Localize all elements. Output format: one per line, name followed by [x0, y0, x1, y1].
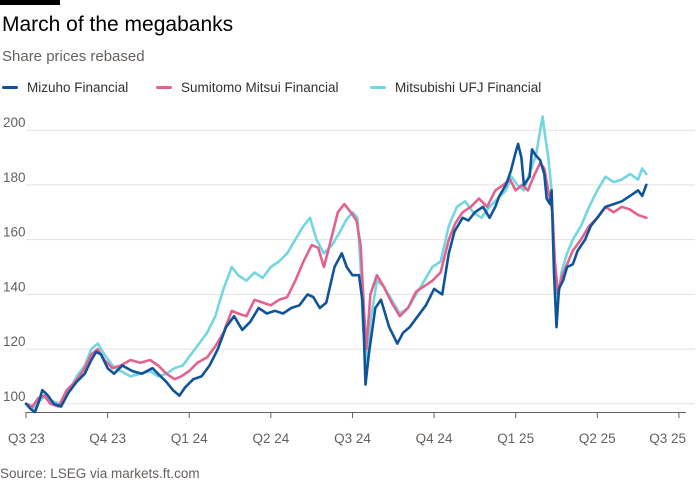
y-tick-label: 160	[3, 225, 26, 240]
legend: Mizuho Financial Sumitomo Mitsui Financi…	[0, 80, 700, 98]
legend-swatch-mizuho	[2, 86, 18, 89]
x-tick-label: Q4 24	[416, 431, 453, 446]
chart-subtitle: Share prices rebased	[2, 48, 145, 65]
legend-swatch-mitsubishi	[370, 86, 386, 89]
x-tick-label: Q3 24	[334, 431, 371, 446]
legend-item-sumitomo: Sumitomo Mitsui Financial	[156, 80, 339, 95]
x-tick-label: Q3 25	[649, 431, 686, 446]
series-line-mizuho	[24, 142, 648, 414]
legend-label-sumitomo: Sumitomo Mitsui Financial	[181, 80, 339, 95]
y-tick-label: 140	[3, 279, 26, 294]
y-tick-label: 120	[3, 334, 26, 349]
chart-title: March of the megabanks	[2, 13, 234, 36]
legend-item-mizuho: Mizuho Financial	[2, 80, 128, 95]
legend-swatch-sumitomo	[156, 86, 172, 89]
legend-label-mitsubishi: Mitsubishi UFJ Financial	[395, 80, 542, 95]
y-tick-label: 200	[3, 115, 26, 130]
x-tick-label: Q2 25	[579, 431, 616, 446]
x-tick-label: Q1 25	[497, 431, 534, 446]
brand-bar	[0, 0, 60, 5]
y-tick-label: 100	[3, 389, 26, 404]
legend-item-mitsubishi: Mitsubishi UFJ Financial	[370, 80, 541, 95]
legend-label-mizuho: Mizuho Financial	[27, 80, 129, 95]
x-tick-label: Q4 23	[89, 431, 126, 446]
x-tick-label: Q1 24	[171, 431, 208, 446]
y-tick-label: 180	[3, 170, 26, 185]
x-tick-label: Q2 24	[252, 431, 289, 446]
source-note: Source: LSEG via markets.ft.com	[0, 466, 200, 481]
x-tick-label: Q3 23	[8, 431, 45, 446]
